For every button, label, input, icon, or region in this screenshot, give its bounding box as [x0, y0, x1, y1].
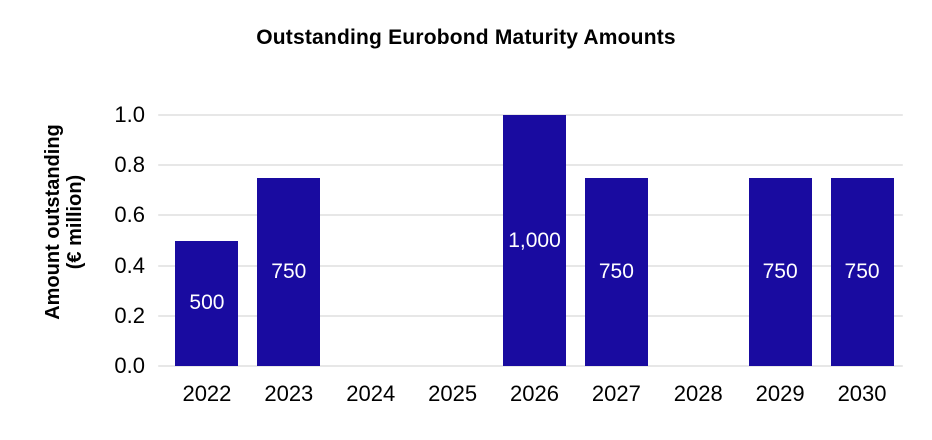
- y-tick-label-1.0: 1.0: [114, 102, 145, 127]
- x-tick-label-2023: 2023: [264, 381, 314, 406]
- y-tick-label-0.0: 0.0: [114, 353, 145, 378]
- x-tick-label-2022: 2022: [182, 381, 232, 406]
- x-tick-label-2029: 2029: [755, 381, 805, 406]
- bar-2027: 750: [584, 177, 648, 366]
- x-tick-label-2025: 2025: [428, 381, 478, 406]
- chart-title: Outstanding Eurobond Maturity Amounts: [256, 26, 676, 49]
- bar-2023: 750: [257, 177, 321, 366]
- bar-2026: 1,000: [503, 115, 566, 366]
- x-tick-label-2027: 2027: [591, 381, 641, 406]
- plot-area: 500 750 1,000 750 750 750: [158, 114, 903, 367]
- bar-2030: 750: [830, 177, 894, 366]
- bar-value-label-2026: 1,000: [508, 228, 561, 252]
- bar-value-label-2029: 750: [762, 259, 798, 283]
- y-tick-label-0.6: 0.6: [114, 202, 145, 228]
- x-tick-label-2028: 2028: [673, 381, 723, 406]
- bar-2029: 750: [748, 177, 812, 366]
- y-tick-label-0.4: 0.4: [114, 252, 145, 278]
- bar-value-label-2030: 750: [844, 259, 880, 283]
- x-tick-label-2024: 2024: [346, 381, 396, 406]
- bar-2022: 500: [175, 240, 239, 366]
- bar-value-label-2027: 750: [598, 259, 634, 283]
- gridline-y-0.0: [158, 365, 903, 367]
- bar-value-label-2023: 750: [271, 259, 307, 283]
- bar-value-label-2022: 500: [189, 291, 225, 315]
- x-tick-label-2026: 2026: [510, 381, 559, 406]
- x-tick-label-2030: 2030: [837, 381, 887, 406]
- y-tick-label-0.8: 0.8: [114, 152, 145, 178]
- y-tick-label-0.2: 0.2: [114, 302, 145, 328]
